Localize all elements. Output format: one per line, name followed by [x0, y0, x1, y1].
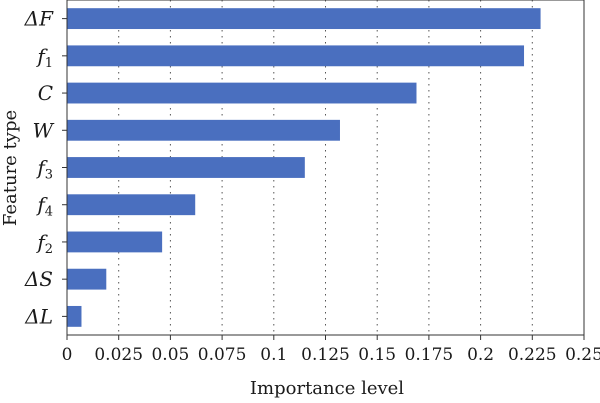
- y-tick-label: f2: [35, 230, 53, 257]
- bar: [67, 268, 107, 290]
- x-tick-label: 0.125: [301, 345, 350, 365]
- y-tick-label: ΔF: [24, 7, 54, 31]
- x-axis-ticks: 0 0.025 0.05 0.075 0.1 0.125 0.15 0.175 0.2 0.225…: [62, 335, 600, 365]
- x-axis-label: Importance level: [250, 378, 404, 399]
- x-tick-label: 0.25: [565, 345, 600, 365]
- x-tick-label: 0.15: [358, 345, 396, 365]
- bar: [67, 119, 340, 141]
- y-tick-label: C: [38, 81, 53, 105]
- y-tick-label: W: [32, 118, 54, 142]
- x-tick-label: 0.225: [508, 345, 557, 365]
- bar: [67, 157, 305, 178]
- x-tick-label: 0.05: [151, 345, 189, 365]
- y-tick-label: f3: [35, 156, 53, 183]
- bar: [67, 194, 196, 216]
- x-tick-label: 0.2: [467, 345, 494, 365]
- bar: [67, 82, 417, 104]
- bar: [67, 305, 82, 327]
- x-tick-label: 0.175: [405, 345, 454, 365]
- y-axis-label: Feature type: [0, 110, 21, 226]
- x-tick-label: 0.075: [198, 345, 247, 365]
- x-tick-label: 0: [62, 345, 73, 365]
- y-tick-label: f1: [35, 44, 53, 71]
- y-tick-label: ΔL: [24, 304, 53, 328]
- bars: [67, 8, 541, 327]
- y-tick-label: ΔS: [24, 267, 53, 291]
- y-tick-label: f4: [35, 193, 53, 220]
- x-tick-label: 0.025: [94, 345, 143, 365]
- bar: [67, 8, 541, 30]
- bar: [67, 231, 163, 253]
- bar: [67, 45, 525, 67]
- x-tick-label: 0.1: [260, 345, 287, 365]
